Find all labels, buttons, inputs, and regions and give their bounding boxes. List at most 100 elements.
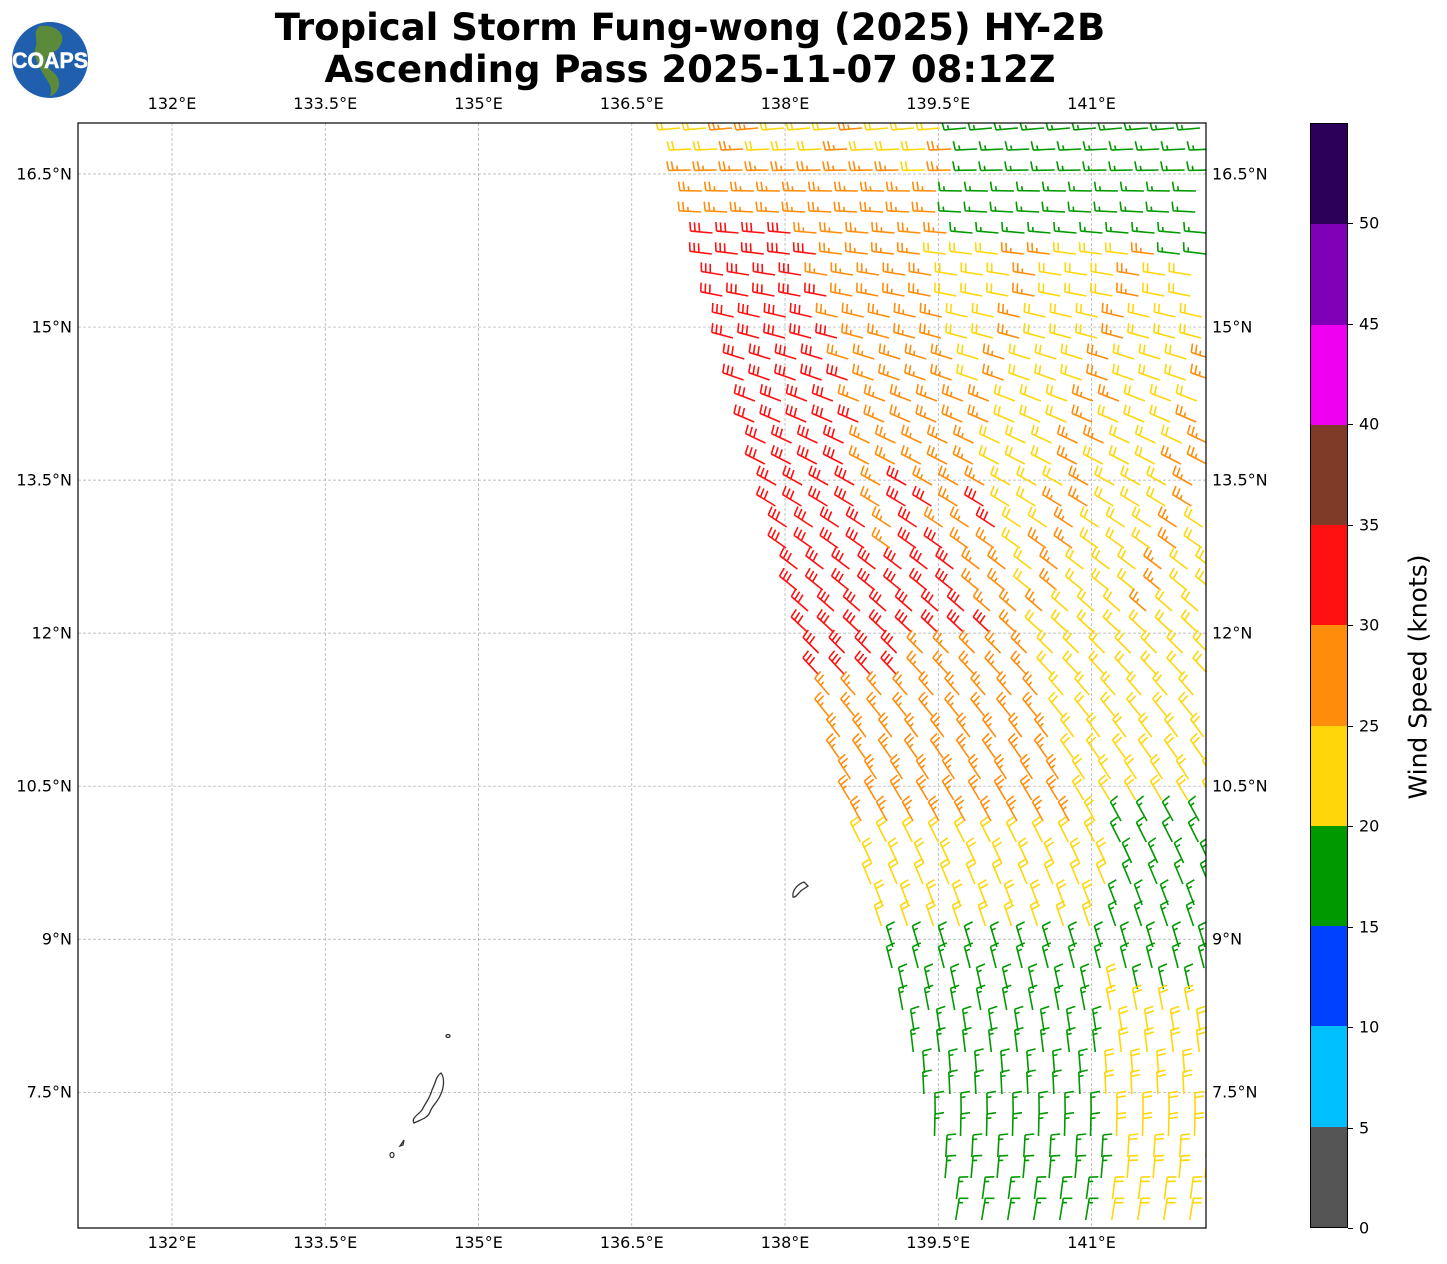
- wind-barb: [860, 465, 881, 486]
- wind-barb: [1168, 282, 1191, 297]
- wind-barb: [1097, 774, 1111, 801]
- wind-barb: [871, 526, 891, 549]
- wind-barb: [1068, 465, 1089, 486]
- colorbar-segment: [1311, 324, 1347, 425]
- wind-barb: [919, 323, 942, 339]
- wind-barb: [1145, 485, 1166, 507]
- wind-barb: [1171, 942, 1182, 969]
- wind-barb: [1152, 1154, 1165, 1179]
- wind-barb: [1091, 1005, 1102, 1032]
- colorbar-tick-label: 35: [1359, 515, 1380, 535]
- wind-barb: [819, 221, 843, 234]
- wind-barb: [1082, 424, 1104, 444]
- wind-barb: [767, 526, 787, 549]
- wind-barb: [965, 858, 977, 885]
- wind-barb: [1027, 221, 1051, 234]
- wind-barb: [975, 984, 986, 1011]
- wind-barb: [1064, 1090, 1075, 1116]
- wind-barb: [830, 282, 853, 297]
- wind-barb: [782, 465, 803, 486]
- wind-barb: [863, 753, 878, 780]
- wind-barb: [970, 691, 986, 717]
- wind-barb: [874, 424, 896, 444]
- wind-barb: [1076, 588, 1095, 612]
- wind-barb: [964, 465, 985, 486]
- wind-barb: [993, 404, 1015, 423]
- wind-barb: [770, 161, 795, 172]
- wind-barb: [796, 161, 821, 172]
- wind-barb: [963, 942, 974, 969]
- wind-barb: [960, 262, 984, 276]
- wind-barb: [1134, 161, 1159, 172]
- wind-barb: [960, 1090, 971, 1116]
- wind-barb: [923, 526, 943, 549]
- wind-barb: [1123, 404, 1145, 423]
- wind-barb: [1126, 670, 1142, 696]
- wind-barb: [1079, 506, 1100, 528]
- wind-barb: [945, 323, 968, 339]
- wind-barb: [934, 262, 958, 276]
- wind-barb: [741, 221, 765, 234]
- wind-barb: [774, 363, 796, 381]
- wind-barb: [934, 567, 954, 591]
- wind-barb: [1097, 123, 1123, 131]
- colorbar-segment: [1311, 525, 1347, 626]
- wind-barb: [774, 343, 797, 360]
- wind-barb: [961, 547, 980, 570]
- colorbar-segment: [1311, 424, 1347, 526]
- wind-barb: [1100, 1154, 1113, 1179]
- lat-label-right: 16.5°N: [1212, 164, 1268, 184]
- wind-barb: [1183, 506, 1204, 528]
- wind-barb: [1128, 588, 1147, 612]
- wind-barb: [911, 942, 922, 969]
- wind-barb: [926, 140, 952, 151]
- wind-barb: [837, 753, 852, 780]
- wind-barb: [1153, 302, 1176, 318]
- wind-barb: [863, 123, 889, 131]
- colorbar-tick-label: 45: [1359, 314, 1380, 334]
- wind-barb: [842, 588, 861, 612]
- wind-barb: [949, 984, 960, 1011]
- wind-barb: [1063, 1111, 1075, 1137]
- wind-barb: [1185, 900, 1195, 927]
- wind-barb: [1157, 526, 1177, 549]
- wind-barb: [1127, 302, 1150, 318]
- wind-barb: [1041, 201, 1066, 213]
- wind-barb: [822, 161, 847, 172]
- wind-barb: [814, 691, 830, 717]
- lat-label-right: 15°N: [1212, 317, 1253, 337]
- wind-barb: [899, 900, 911, 927]
- wind-barb: [909, 547, 928, 570]
- wind-barb: [960, 567, 980, 591]
- wind-barb: [922, 1048, 932, 1074]
- wind-barb: [1134, 445, 1156, 465]
- wind-barb: [1039, 547, 1058, 570]
- wind-barb: [986, 567, 1006, 591]
- wind-barb: [993, 384, 1016, 402]
- wind-barb: [1015, 181, 1040, 192]
- wind-barb: [944, 670, 960, 696]
- colorbar-tick: [1348, 323, 1353, 325]
- colorbar-tick-label: 20: [1359, 816, 1380, 836]
- wind-barb: [946, 608, 964, 633]
- wind-barb: [859, 181, 884, 192]
- wind-barb: [1023, 302, 1046, 318]
- wind-barb: [929, 712, 945, 738]
- wind-barb: [1105, 963, 1117, 990]
- wind-barb: [911, 201, 936, 213]
- wind-barb: [889, 753, 904, 780]
- wind-barb: [1097, 404, 1119, 423]
- wind-barb: [1086, 363, 1108, 381]
- wind-barb: [1069, 858, 1081, 885]
- wind-barb: [878, 343, 901, 360]
- wind-barb: [1055, 900, 1067, 927]
- wind-barb: [955, 712, 971, 738]
- wind-barb: [927, 795, 940, 822]
- wind-barb: [1190, 343, 1206, 358]
- wind-barb: [889, 404, 911, 423]
- wind-barb: [971, 323, 994, 339]
- lat-label-right: 10.5°N: [1212, 776, 1268, 796]
- wind-barb: [1078, 1048, 1088, 1074]
- wind-barb: [941, 404, 963, 423]
